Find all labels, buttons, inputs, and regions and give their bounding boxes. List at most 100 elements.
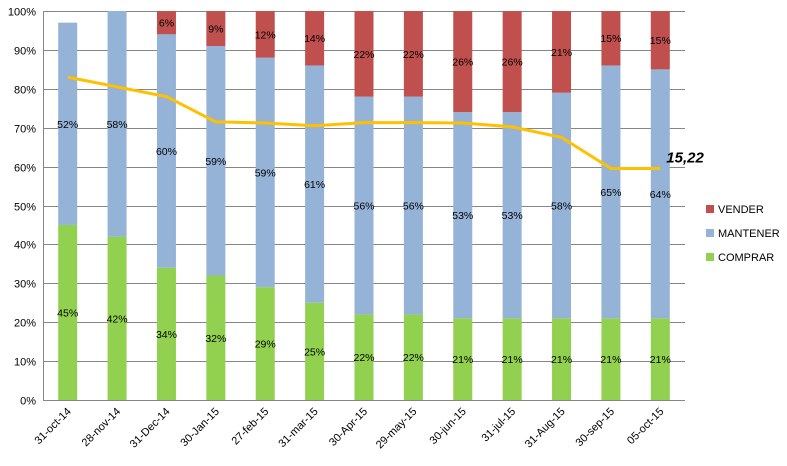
x-tick-label: 31-oct-14 (32, 406, 73, 447)
x-tick-label: 31-Aug-15 (523, 406, 568, 451)
x-tick-label: 05-oct-15 (625, 406, 666, 447)
bar-mantener (552, 92, 572, 319)
bar-vender (354, 11, 374, 97)
data-label-mantener: 64% (650, 189, 671, 201)
data-label-vender: 26% (452, 57, 473, 69)
bar-mantener (502, 112, 522, 319)
x-tick-label: 31-Dec-14 (128, 406, 173, 451)
legend-label-comprar: COMPRAR (718, 252, 774, 264)
bar-comprar (354, 314, 374, 400)
bar-comprar (650, 318, 670, 400)
bar-mantener (255, 57, 275, 288)
data-label-comprar: 32% (205, 333, 226, 345)
legend-label-mantener: MANTENER (718, 228, 780, 240)
data-label-mantener: 58% (107, 119, 128, 131)
data-label-comprar: 42% (107, 313, 128, 325)
data-label-mantener: 56% (403, 201, 424, 213)
bar-mantener (354, 96, 374, 315)
data-label-comprar: 21% (551, 354, 572, 366)
data-label-comprar: 22% (403, 352, 424, 364)
bar-vender (601, 11, 621, 66)
legend-swatch-comprar (706, 253, 714, 261)
bar-vender (255, 11, 275, 58)
bar-vender (650, 11, 670, 70)
y-tick-label: 50% (14, 202, 36, 214)
data-label-mantener: 65% (600, 187, 621, 199)
data-label-vender: 22% (353, 49, 374, 61)
bar-mantener (206, 46, 226, 276)
data-label-vender: 9% (208, 24, 223, 36)
data-label-comprar: 34% (156, 329, 177, 341)
data-label-comprar: 22% (353, 352, 374, 364)
legend-swatch-mantener (706, 229, 714, 237)
data-label-mantener: 58% (551, 201, 572, 213)
x-tick-label: 28-nov-14 (80, 406, 124, 450)
bar-comprar (255, 287, 275, 400)
bar-comprar (453, 318, 473, 400)
data-label-comprar: 21% (600, 354, 621, 366)
bar-vender (552, 11, 572, 93)
x-tick-label: 31-jul-15 (480, 406, 519, 445)
x-tick-label: 30-sep-15 (574, 406, 618, 450)
data-label-vender: 15% (600, 33, 621, 45)
bar-mantener (107, 11, 127, 237)
x-tick-label: 30-jun-15 (428, 406, 469, 447)
x-tick-label: 31-mar-15 (276, 406, 320, 450)
legend-label-vender: VENDER (718, 204, 764, 216)
x-tick-label: 27-feb-15 (230, 406, 272, 448)
x-tick-label: 30-Apr-15 (327, 406, 370, 449)
bar-vender (453, 11, 473, 113)
data-label-mantener: 60% (156, 146, 177, 158)
bar-comprar (305, 302, 325, 400)
bar-vender (502, 11, 522, 113)
data-label-vender: 14% (304, 33, 325, 45)
y-tick-label: 90% (14, 46, 36, 58)
data-label-vender: 22% (403, 49, 424, 61)
y-tick-label: 70% (14, 124, 36, 136)
bar-mantener (58, 22, 78, 225)
bar-comprar (107, 236, 127, 400)
bar-comprar (502, 318, 522, 400)
x-tick-label: 29-may-15 (374, 406, 420, 452)
data-label-vender: 6% (159, 18, 174, 30)
data-label-comprar: 29% (255, 339, 276, 351)
bar-vender (305, 11, 325, 66)
data-label-vender: 12% (255, 29, 276, 41)
data-label-comprar: 21% (650, 354, 671, 366)
y-tick-label: 30% (14, 279, 36, 291)
bar-mantener (601, 65, 621, 319)
y-tick-label: 80% (14, 85, 36, 97)
bar-comprar (552, 318, 572, 400)
data-label-comprar: 21% (502, 354, 523, 366)
bar-comprar (206, 275, 226, 400)
legend-swatch-vender (706, 205, 714, 213)
data-label-vender: 26% (502, 57, 523, 69)
data-label-comprar: 45% (57, 307, 78, 319)
data-label-mantener: 59% (205, 156, 226, 168)
data-label-vender: 21% (551, 47, 572, 59)
y-tick-label: 20% (14, 318, 36, 330)
bar-vender (403, 11, 423, 97)
data-label-comprar: 25% (304, 346, 325, 358)
line-end-annotation: 15,22 (666, 150, 704, 167)
bar-mantener (403, 96, 423, 315)
data-label-mantener: 53% (452, 210, 473, 222)
bar-comprar (403, 314, 423, 400)
bar-vender (206, 11, 226, 47)
data-label-mantener: 61% (304, 179, 325, 191)
y-tick-label: 60% (14, 163, 36, 175)
data-label-mantener: 56% (353, 201, 374, 213)
bar-comprar (601, 318, 621, 400)
y-tick-label: 0% (20, 396, 36, 408)
bar-vender (156, 11, 176, 35)
data-label-comprar: 21% (452, 354, 473, 366)
y-tick-label: 100% (8, 7, 36, 19)
y-tick-label: 10% (14, 357, 36, 369)
data-label-mantener: 53% (502, 210, 523, 222)
bar-comprar (156, 267, 176, 400)
trend-line (67, 75, 661, 170)
data-label-vender: 15% (650, 35, 671, 47)
x-tick-label: 30-Jan-15 (178, 406, 222, 450)
data-label-mantener: 52% (57, 119, 78, 131)
